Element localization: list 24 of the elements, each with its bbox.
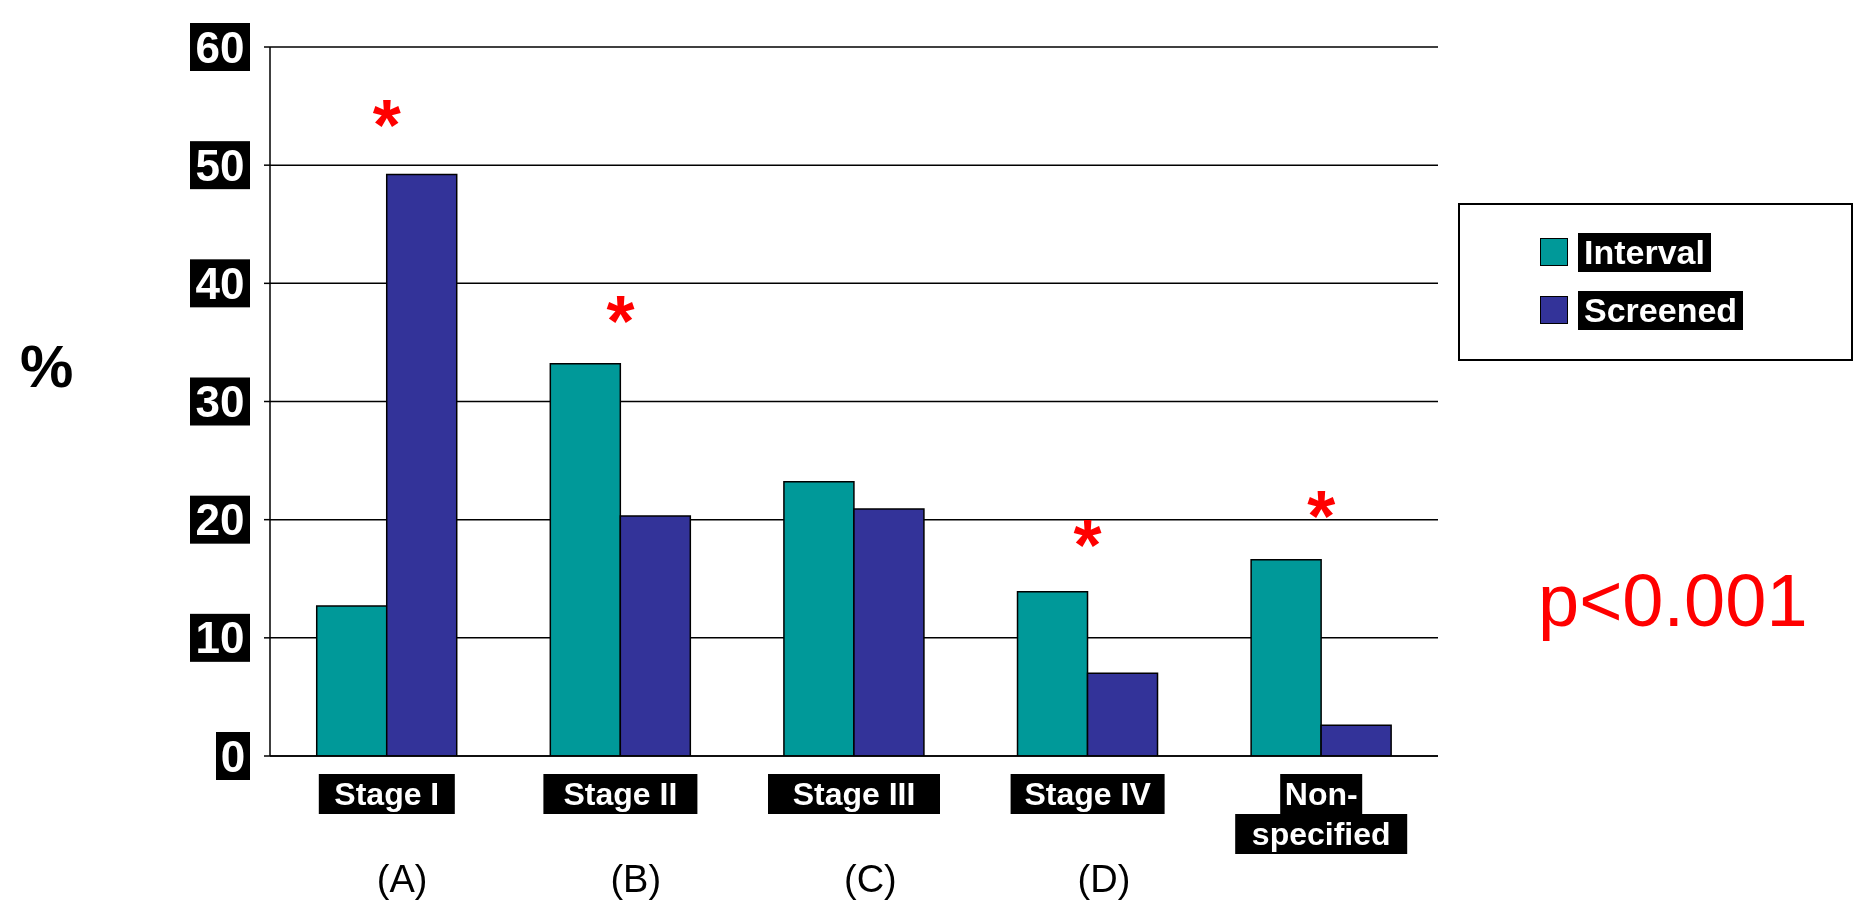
y-tick-label: 30 — [195, 377, 245, 426]
y-tick-label: 20 — [195, 495, 245, 545]
text: p<0.001 — [1538, 558, 1808, 643]
y-tick-label: 60 — [195, 22, 245, 72]
y-tick-label: 10 — [195, 613, 245, 663]
x-tick-label: Stage I — [334, 776, 440, 812]
x-tick-label: Stage III — [792, 776, 916, 812]
text: (C) — [844, 858, 897, 901]
annotation: * — [1306, 476, 1337, 557]
text: (B) — [610, 858, 662, 901]
text: (A) — [376, 858, 428, 901]
x-tick-label: Stage IV — [1024, 776, 1152, 812]
x-tick-label: Non-specified — [1251, 776, 1391, 852]
annotation: * — [371, 84, 402, 165]
text: (D) — [1077, 858, 1131, 901]
annotation: * — [1072, 505, 1103, 586]
legend-label: Screened — [1578, 290, 1744, 330]
y-tick-label: 40 — [195, 258, 245, 308]
annotation: * — [605, 281, 636, 362]
y-axis-title: % — [20, 331, 74, 401]
legend-label: Interval — [1578, 232, 1711, 272]
y-tick-label: 0 — [220, 731, 246, 781]
y-tick-label: 50 — [195, 140, 245, 190]
x-tick-label: Stage II — [563, 776, 678, 812]
